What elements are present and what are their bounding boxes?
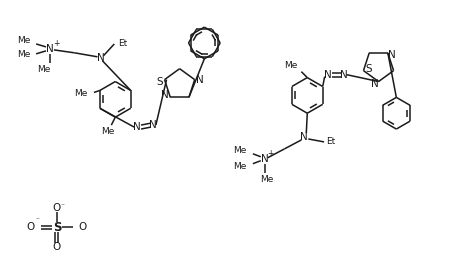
Text: N: N — [387, 50, 395, 60]
Text: +: + — [267, 149, 273, 158]
Text: N: N — [300, 132, 307, 142]
Text: Me: Me — [233, 162, 247, 171]
Text: ⁻: ⁻ — [35, 216, 39, 225]
Text: O: O — [53, 242, 61, 252]
Text: O: O — [79, 222, 87, 232]
Text: ⁻: ⁻ — [61, 202, 65, 211]
Text: S: S — [364, 64, 371, 74]
Text: N: N — [370, 79, 377, 89]
Text: S: S — [156, 77, 163, 87]
Text: Me: Me — [17, 50, 30, 59]
Text: Me: Me — [74, 89, 88, 98]
Text: O: O — [53, 203, 61, 213]
Text: Me: Me — [100, 127, 114, 136]
Text: Me: Me — [37, 65, 50, 74]
Text: N: N — [133, 122, 140, 132]
Text: N: N — [96, 53, 104, 63]
Text: Me: Me — [17, 37, 30, 45]
Text: S: S — [52, 221, 61, 233]
Text: Et: Et — [326, 137, 335, 146]
Text: Et: Et — [118, 40, 127, 48]
Text: Me: Me — [283, 61, 297, 70]
Text: O: O — [27, 222, 35, 232]
Text: N: N — [323, 70, 331, 80]
Text: N: N — [46, 44, 54, 54]
Text: N: N — [339, 70, 347, 80]
Text: N: N — [260, 154, 268, 164]
Text: N: N — [149, 120, 157, 130]
Text: Me: Me — [259, 175, 273, 183]
Text: +: + — [53, 40, 59, 48]
Text: Me: Me — [233, 146, 247, 155]
Text: N: N — [195, 75, 203, 85]
Text: N: N — [161, 90, 169, 100]
